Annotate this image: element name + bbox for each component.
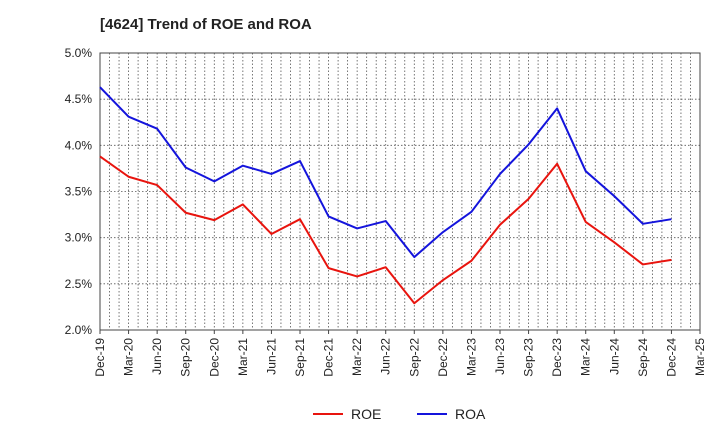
series-line-roa [99, 86, 672, 259]
y-tick-label: 3.0% [65, 231, 93, 245]
x-tick-label: Mar-22 [350, 338, 364, 376]
x-tick-label: Sep-21 [293, 338, 307, 377]
x-tick-label: Jun-21 [264, 338, 278, 375]
x-tick-label: Mar-24 [579, 338, 593, 376]
x-tick-label: Mar-20 [122, 338, 136, 376]
x-tick-label: Dec-24 [664, 338, 678, 377]
x-tick-label: Jun-22 [379, 338, 393, 375]
x-tick-label: Dec-22 [436, 338, 450, 377]
x-tick-label: Mar-21 [236, 338, 250, 376]
legend-label-roa: ROA [455, 406, 486, 422]
chart-title: [4624] Trend of ROE and ROA [100, 16, 312, 33]
x-tick-label: Dec-21 [322, 338, 336, 377]
x-tick-label: Mar-23 [464, 338, 478, 376]
y-tick-label: 3.5% [65, 185, 93, 199]
x-tick-label: Dec-19 [93, 338, 107, 377]
x-tick-label: Jun-20 [150, 338, 164, 375]
x-tick-label: Dec-23 [550, 338, 564, 377]
plot-frame [99, 52, 701, 331]
x-tick-label: Dec-20 [207, 338, 221, 377]
series-line-roe [99, 155, 672, 305]
x-tick-label: Mar-25 [693, 338, 707, 376]
x-tick-label: Jun-24 [607, 338, 621, 375]
x-tick-label: Sep-20 [179, 338, 193, 377]
x-tick-label: Sep-23 [522, 338, 536, 377]
y-tick-label: 2.0% [65, 323, 93, 337]
legend-label-roe: ROE [351, 406, 381, 422]
x-tick-label: Sep-22 [407, 338, 421, 377]
y-tick-label: 4.5% [65, 92, 93, 106]
x-tick-label: Jun-23 [493, 338, 507, 375]
x-tick-label: Sep-24 [636, 338, 650, 377]
y-tick-label: 5.0% [65, 46, 93, 60]
y-tick-label: 4.0% [65, 138, 93, 152]
y-tick-label: 2.5% [65, 277, 93, 291]
